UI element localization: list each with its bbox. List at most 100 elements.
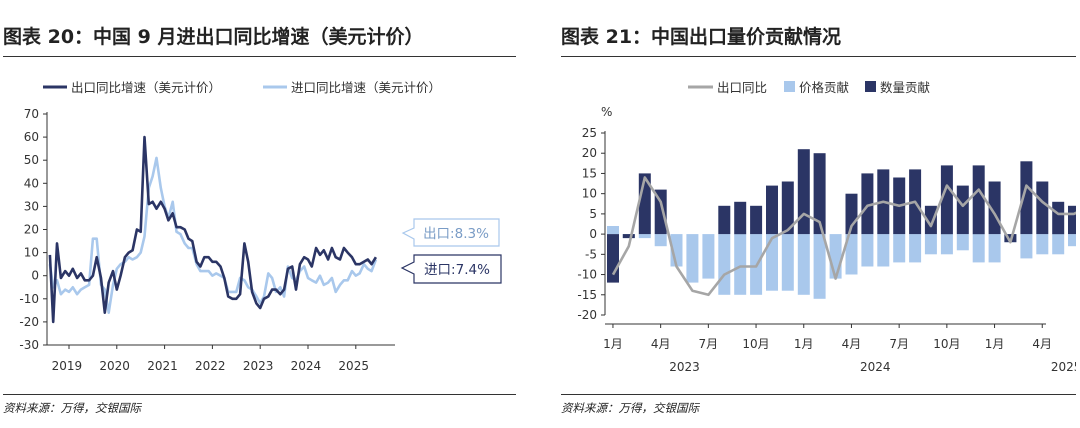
bar-price-contribution	[972, 234, 985, 263]
bar-volume-contribution	[940, 165, 953, 235]
bar-price-contribution	[877, 234, 890, 267]
x-tick-label: 2021	[147, 359, 178, 373]
bar-price-contribution	[702, 234, 715, 279]
bar-volume-contribution	[1036, 181, 1049, 235]
series-line-import	[48, 156, 378, 314]
bar-price-contribution	[813, 234, 826, 299]
bar-volume-contribution	[813, 153, 826, 235]
y-tick-label: 20	[582, 146, 597, 160]
bar-price-contribution	[861, 234, 874, 267]
x-tick-label: 4月	[651, 337, 671, 351]
y-tick-label: 25	[582, 126, 597, 140]
x-tick-label: 2024	[291, 359, 322, 373]
bar-price-contribution	[654, 234, 667, 247]
x-tick-label: 2023	[243, 359, 274, 373]
x-tick-label: 2022	[195, 359, 226, 373]
y-tick-label: -10	[19, 292, 39, 306]
series-line-export	[48, 135, 378, 324]
bar-price-contribution	[718, 234, 731, 295]
bar-volume-contribution	[1068, 205, 1076, 235]
x-tick-label: 7月	[889, 337, 909, 351]
bar-price-contribution	[766, 234, 778, 291]
bar-price-contribution	[893, 234, 906, 263]
x-tick-label: 2020	[99, 359, 130, 373]
y-tick-label: 20	[24, 223, 39, 237]
y-tick-label: 40	[24, 176, 39, 190]
right-source: 资料来源：万得，交银国际	[561, 401, 699, 415]
bar-price-contribution	[607, 226, 619, 235]
annotation-box-export	[401, 218, 500, 247]
bar-price-contribution	[829, 234, 842, 279]
x-year-label: 2023	[669, 360, 700, 374]
left-top-rule	[3, 56, 516, 57]
x-tick-label: 1月	[794, 337, 814, 351]
left-legend: 出口同比增速（美元计价） 进口同比增速（美元计价）	[43, 80, 441, 95]
bar-price-contribution	[1036, 234, 1049, 255]
right-bottom-rule	[561, 394, 1076, 395]
right-panel: 图表 21：中国出口量价贡献情况 出口同比 价格贡献 数量贡献 % -20 -15…	[561, 0, 1076, 428]
y-tick-label: 70	[24, 107, 39, 121]
bar-volume-contribution	[1020, 161, 1033, 235]
annotation-export: 出口:8.3%	[423, 226, 489, 242]
series-line-export-yoy	[611, 176, 1076, 297]
bar-volume-contribution	[956, 185, 969, 235]
bar-volume-contribution	[718, 205, 731, 235]
x-year-label: 2025	[1051, 360, 1076, 374]
annotation-import: 进口:7.4%	[424, 262, 490, 278]
bar-price-contribution	[1068, 234, 1076, 247]
y-tick-label: 60	[24, 130, 39, 144]
bar-volume-contribution	[654, 189, 667, 235]
right-y-axis: -20 -15 -10 -5 0 5 10 15 20 25	[577, 126, 606, 322]
annotation-box-import	[400, 254, 502, 284]
legend-label-price: 价格贡献	[799, 80, 849, 95]
y-tick-label: 5	[589, 207, 597, 221]
bar-volume-contribution	[797, 149, 810, 235]
bar-volume-contribution	[766, 185, 778, 235]
bar-price-contribution	[781, 234, 794, 291]
x-tick-label: 1月	[603, 337, 623, 351]
left-chart: 出口同比增速（美元计价） 进口同比增速（美元计价） -30 -20 -10 0 10 20…	[19, 80, 502, 373]
right-bars	[607, 149, 1076, 299]
legend-label-export-yoy: 出口同比	[717, 80, 767, 95]
bar-price-contribution	[956, 234, 969, 251]
x-tick-label: 10月	[742, 337, 769, 351]
bar-volume-contribution	[622, 234, 635, 239]
y-tick-label: 0	[589, 227, 597, 241]
x-tick-label: 2019	[52, 359, 83, 373]
left-x-axis: 2019 2020 2021 2022 2023 2024 2025	[47, 344, 395, 373]
left-annotations: 出口:8.3% 进口:7.4%	[400, 218, 502, 284]
y-tick-label: 30	[24, 199, 39, 213]
left-y-axis: -30 -20 -10 0 10 20 30 40 50 60 70	[19, 107, 48, 352]
right-x-axis: 1月4月7月10月1月4月7月10月1月4月7月10月202320242025	[603, 323, 1076, 374]
y-tick-label: -15	[577, 288, 597, 302]
x-year-label: 2024	[860, 360, 891, 374]
legend-label-import: 进口同比增速（美元计价）	[291, 80, 441, 95]
x-tick-label: 4月	[842, 337, 862, 351]
bar-price-contribution	[988, 234, 1001, 263]
bar-price-contribution	[686, 234, 699, 283]
right-title: 图表 21：中国出口量价贡献情况	[561, 26, 842, 48]
bar-price-contribution	[845, 234, 858, 275]
y-tick-label: 0	[31, 269, 39, 283]
bar-price-contribution	[1052, 234, 1065, 255]
bar-price-contribution	[1020, 234, 1033, 259]
bar-volume-contribution	[607, 234, 619, 283]
y-tick-label: 50	[24, 153, 39, 167]
bar-volume-contribution	[750, 205, 763, 235]
y-tick-label: 15	[582, 166, 597, 180]
legend-label-export: 出口同比增速（美元计价）	[71, 80, 221, 95]
right-legend: 出口同比 价格贡献 数量贡献	[688, 80, 930, 95]
x-tick-label: 2025	[338, 359, 369, 373]
bar-volume-contribution	[924, 205, 937, 235]
right-line	[611, 176, 1076, 297]
x-tick-label: 10月	[933, 337, 960, 351]
x-tick-label: 4月	[1032, 337, 1052, 351]
x-tick-label: 7月	[699, 337, 719, 351]
x-tick-label: 1月	[985, 337, 1005, 351]
y-tick-label: -5	[585, 247, 597, 261]
y-tick-label: -30	[19, 338, 39, 352]
bar-price-contribution	[734, 234, 747, 295]
left-source: 资料来源：万得，交银国际	[3, 401, 141, 415]
bar-price-contribution	[797, 234, 810, 295]
